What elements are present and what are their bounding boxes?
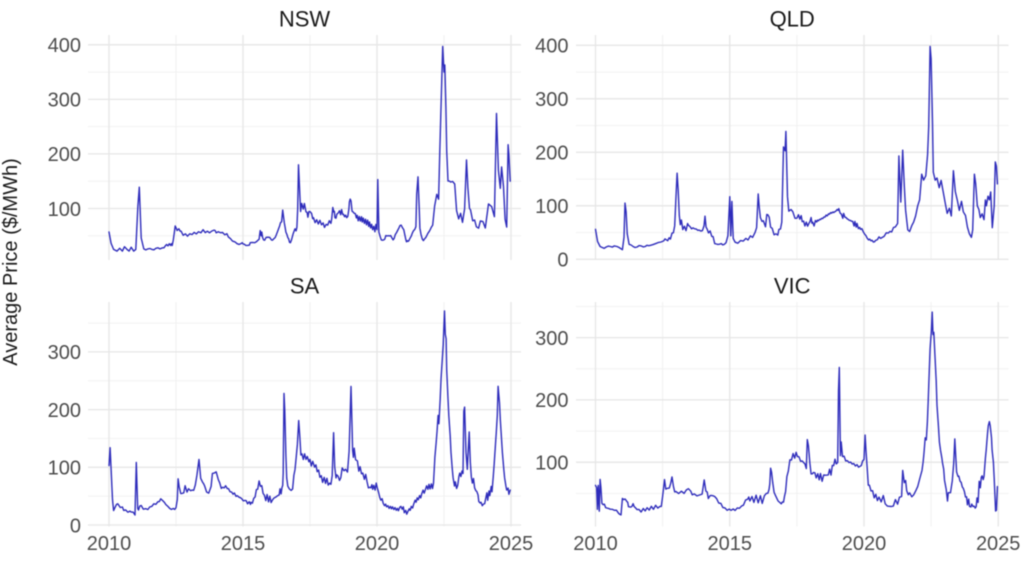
svg-text:100: 100 [535, 196, 568, 218]
svg-text:2015: 2015 [221, 533, 266, 555]
svg-text:0: 0 [70, 515, 81, 537]
svg-text:Average Price ($/MWh): Average Price ($/MWh) [0, 158, 22, 365]
svg-text:2020: 2020 [355, 533, 400, 555]
svg-text:300: 300 [535, 89, 568, 111]
svg-text:2015: 2015 [708, 533, 753, 555]
svg-text:2010: 2010 [87, 533, 132, 555]
svg-text:100: 100 [48, 199, 81, 221]
svg-text:100: 100 [535, 453, 568, 475]
svg-text:300: 300 [48, 342, 81, 364]
svg-text:VIC: VIC [774, 273, 811, 298]
svg-text:400: 400 [535, 36, 568, 58]
svg-text:200: 200 [535, 390, 568, 412]
svg-text:100: 100 [48, 458, 81, 480]
svg-text:2010: 2010 [573, 533, 618, 555]
svg-text:200: 200 [48, 144, 81, 166]
svg-text:2025: 2025 [489, 533, 534, 555]
svg-text:200: 200 [48, 400, 81, 422]
svg-text:200: 200 [535, 143, 568, 165]
svg-text:SA: SA [290, 273, 320, 298]
svg-text:300: 300 [535, 328, 568, 350]
svg-text:0: 0 [557, 250, 568, 272]
svg-text:2025: 2025 [976, 533, 1021, 555]
svg-text:300: 300 [48, 90, 81, 112]
svg-text:QLD: QLD [770, 6, 815, 31]
svg-text:2020: 2020 [842, 533, 887, 555]
svg-text:NSW: NSW [279, 6, 331, 31]
svg-text:400: 400 [48, 35, 81, 57]
